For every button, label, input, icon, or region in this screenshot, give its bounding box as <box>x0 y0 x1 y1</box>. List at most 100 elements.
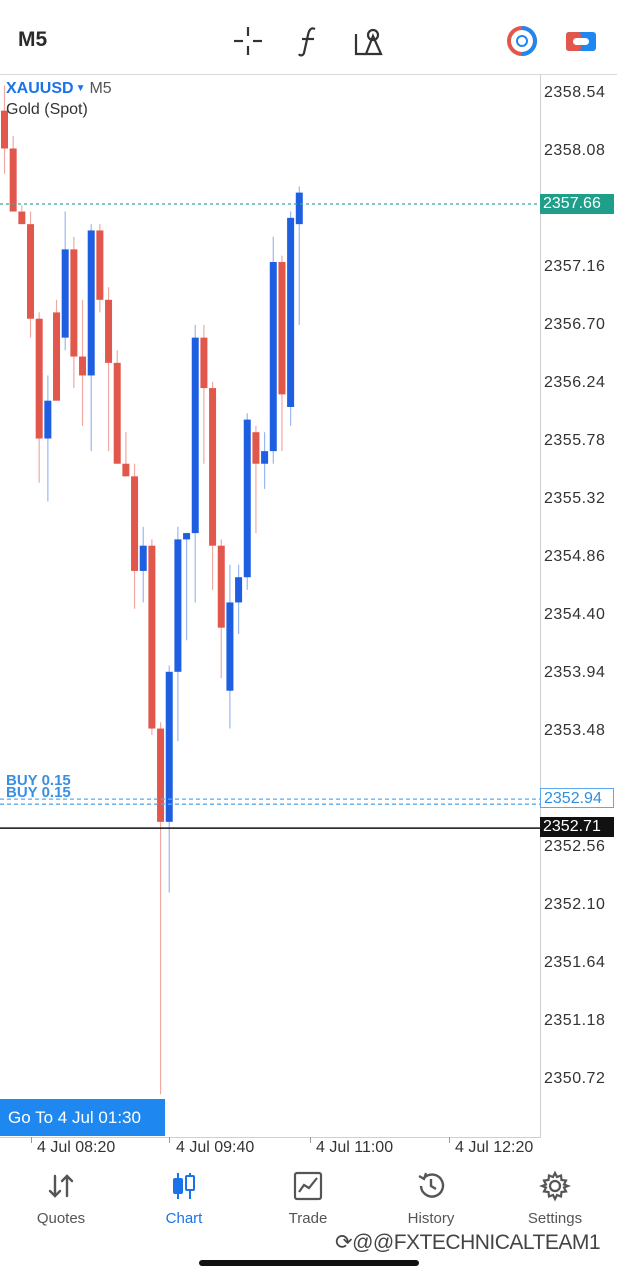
candle-body <box>295 192 303 225</box>
time-label: 4 Jul 08:20 <box>37 1139 116 1156</box>
candle-body <box>243 419 251 578</box>
candle <box>113 350 121 464</box>
candle-body <box>261 451 269 464</box>
candle <box>18 205 26 225</box>
price-label: 2358.08 <box>544 142 606 159</box>
candle-body <box>217 545 225 628</box>
candle <box>183 533 191 641</box>
candle <box>61 211 69 351</box>
candle-body <box>191 337 199 534</box>
bid-price-tag: 2352.71 <box>540 817 614 837</box>
timeframe-button[interactable]: M5 <box>18 28 48 51</box>
candle <box>27 211 35 338</box>
time-tick <box>449 1137 450 1143</box>
time-tick <box>31 1137 32 1143</box>
candle-body <box>209 388 217 546</box>
price-label: 2352.56 <box>544 838 606 856</box>
symbol-description: Gold (Spot) <box>6 101 88 118</box>
nav-label: Chart <box>165 1210 203 1227</box>
nav-label: Quotes <box>36 1210 86 1227</box>
candle-body <box>61 249 69 338</box>
crosshair-icon[interactable] <box>231 24 265 58</box>
chart-icon <box>173 1173 195 1199</box>
candle <box>295 186 303 326</box>
candle-body <box>148 545 156 729</box>
candle <box>148 539 156 735</box>
price-label: 2356.70 <box>544 316 606 334</box>
price-label: 2353.94 <box>544 664 606 682</box>
candle-body <box>174 539 182 672</box>
goto-date-button[interactable]: Go To 4 Jul 01:30 <box>0 1099 165 1136</box>
price-label: 2358.54 <box>544 84 606 101</box>
candle-body <box>122 463 130 477</box>
buy-position-label[interactable]: BUY 0.15 BUY 0.15 <box>6 772 71 801</box>
buy-position-label-text-echo: BUY 0.15 <box>6 784 71 801</box>
candle-body <box>27 224 35 319</box>
candle <box>96 224 104 313</box>
candle <box>1 85 8 174</box>
candle-body <box>113 362 121 464</box>
candle-body <box>18 211 26 225</box>
candle-body <box>139 545 147 571</box>
buy-position-label-text: BUY 0.15 <box>6 772 71 789</box>
candle-body <box>287 217 295 407</box>
candle-body <box>278 261 286 395</box>
candle <box>209 381 217 590</box>
account-color-icon[interactable] <box>505 24 539 58</box>
indicators-icon[interactable] <box>292 24 326 58</box>
buy-position-tag[interactable]: 2352.94 <box>540 788 614 808</box>
candle <box>217 539 225 679</box>
time-tick <box>169 1137 170 1143</box>
nav-quotes[interactable]: Quotes <box>6 1170 116 1227</box>
candle-body <box>157 728 165 822</box>
home-indicator <box>199 1260 419 1266</box>
candle <box>269 236 277 464</box>
price-label: 2353.48 <box>544 722 606 740</box>
candle-body <box>269 261 277 452</box>
nav-label: Trade <box>288 1210 328 1227</box>
nav-label: Settings <box>527 1210 583 1227</box>
ask-price-tag: 2357.66 <box>540 194 614 214</box>
candle <box>9 135 17 212</box>
symbol-timeframe: M5 <box>89 80 112 97</box>
candle <box>165 665 173 893</box>
candle <box>44 375 52 502</box>
candle-body <box>131 476 139 571</box>
candle <box>87 224 95 452</box>
symbol-header[interactable]: XAUUSD ▼ M5 <box>6 80 112 98</box>
candle-body <box>87 230 95 376</box>
candle-body <box>1 110 8 149</box>
candle <box>252 425 260 534</box>
nav-label: History <box>407 1210 455 1227</box>
nav-chart[interactable]: Chart <box>129 1170 239 1227</box>
candle <box>131 463 139 609</box>
watermark-text: ⟳@@FXTECHNICALTEAM1 <box>335 1231 601 1254</box>
candle <box>243 413 251 590</box>
candle-body <box>53 312 61 401</box>
price-label: 2356.24 <box>544 374 606 392</box>
candle-body <box>70 249 78 357</box>
price-label: 2351.18 <box>544 1012 606 1030</box>
time-label: 4 Jul 09:40 <box>176 1139 255 1156</box>
candle <box>261 432 269 489</box>
candle-body <box>183 533 191 540</box>
candle <box>174 526 182 742</box>
candle-body <box>9 148 17 212</box>
time-label: 4 Jul 11:00 <box>316 1139 394 1156</box>
price-label: 2357.16 <box>544 258 606 276</box>
nav-history[interactable]: History <box>376 1170 486 1227</box>
nav-settings[interactable]: Settings <box>500 1170 610 1227</box>
candle-body <box>35 318 43 439</box>
chart-canvas[interactable] <box>0 75 541 1138</box>
candle <box>122 432 130 477</box>
candle-body <box>200 337 208 389</box>
price-label: 2352.10 <box>544 896 606 914</box>
candle-body <box>252 432 260 464</box>
candle-body <box>96 230 104 300</box>
candle <box>287 211 295 426</box>
objects-icon[interactable] <box>352 24 386 58</box>
nav-trade[interactable]: Trade <box>253 1170 363 1227</box>
toggle-icon[interactable] <box>564 24 598 58</box>
candle <box>70 236 78 389</box>
trade-icon <box>293 1171 323 1201</box>
